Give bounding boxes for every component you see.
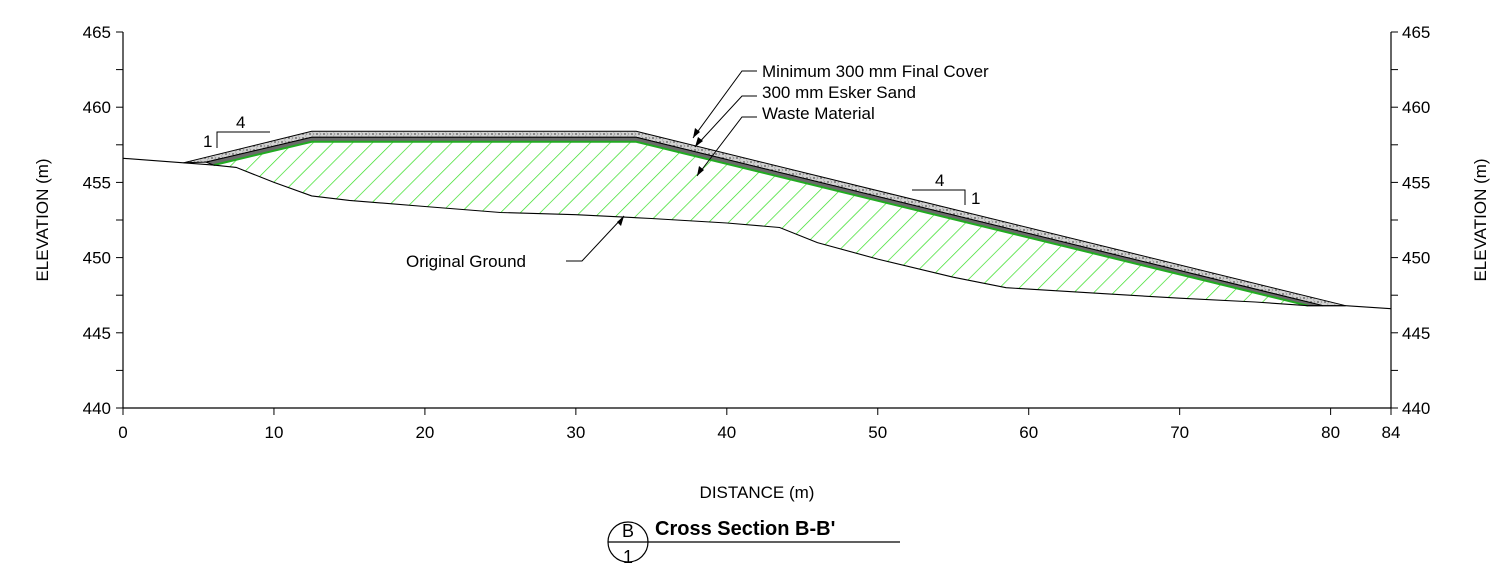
slope-left-rise: 1 <box>203 132 212 151</box>
x-tick-label: 30 <box>566 423 585 442</box>
x-tick-label: 20 <box>415 423 434 442</box>
y-tick-label-left: 445 <box>83 324 111 343</box>
callout-original-ground: Original Ground <box>406 215 625 271</box>
section-title: Cross Section B-B' <box>655 518 835 540</box>
y-tick-label-left: 460 <box>83 98 111 117</box>
sheet-number: 1 <box>623 547 633 567</box>
y-tick-label-left: 455 <box>83 173 111 192</box>
y-tick-label-left: 465 <box>83 23 111 42</box>
waste-top-line <box>213 140 1309 307</box>
y-tick-label-right: 450 <box>1402 249 1430 268</box>
y-tick-label-left: 440 <box>83 399 111 418</box>
callout-esker-sand: 300 mm Esker Sand <box>694 83 916 148</box>
slope-right-run: 4 <box>935 171 944 190</box>
original-ground-label: Original Ground <box>406 252 526 271</box>
final-cover-label: Minimum 300 mm Final Cover <box>762 62 989 81</box>
layer-geometry <box>122 130 1392 310</box>
y-axis-title-left: ELEVATION (m) <box>33 158 52 281</box>
x-axis-title: DISTANCE (m) <box>700 483 815 502</box>
y-axis-title-right: ELEVATION (m) <box>1471 158 1490 281</box>
x-tick-label: 40 <box>717 423 736 442</box>
y-tick-label-right: 465 <box>1402 23 1430 42</box>
section-title-block: B 1 Cross Section B-B' <box>607 518 900 567</box>
section-letter: B <box>622 521 634 541</box>
x-tick-label: 60 <box>1019 423 1038 442</box>
slope-indicator-left: 1 4 <box>203 113 270 151</box>
callout-waste-material: Waste Material <box>696 104 875 177</box>
x-tick-label: 0 <box>118 423 127 442</box>
x-tick-label: 80 <box>1321 423 1340 442</box>
esker-sand-label: 300 mm Esker Sand <box>762 83 916 102</box>
slope-right-rise: 1 <box>971 189 980 208</box>
original-ground-line <box>122 157 1392 310</box>
waste-material-label: Waste Material <box>762 104 875 123</box>
y-tick-label-left: 450 <box>83 249 111 268</box>
y-tick-label-right: 440 <box>1402 399 1430 418</box>
waste-material-layer <box>213 141 1309 306</box>
y-tick-label-right: 460 <box>1402 98 1430 117</box>
x-tick-label: 70 <box>1170 423 1189 442</box>
x-tick-label: 10 <box>264 423 283 442</box>
y-tick-label-right: 455 <box>1402 173 1430 192</box>
slope-indicator-right: 4 1 <box>912 171 980 208</box>
x-tick-label: 84 <box>1382 423 1401 442</box>
y-tick-label-right: 445 <box>1402 324 1430 343</box>
slope-left-run: 4 <box>236 113 245 132</box>
callout-final-cover: Minimum 300 mm Final Cover <box>692 62 989 139</box>
x-tick-label: 50 <box>868 423 887 442</box>
